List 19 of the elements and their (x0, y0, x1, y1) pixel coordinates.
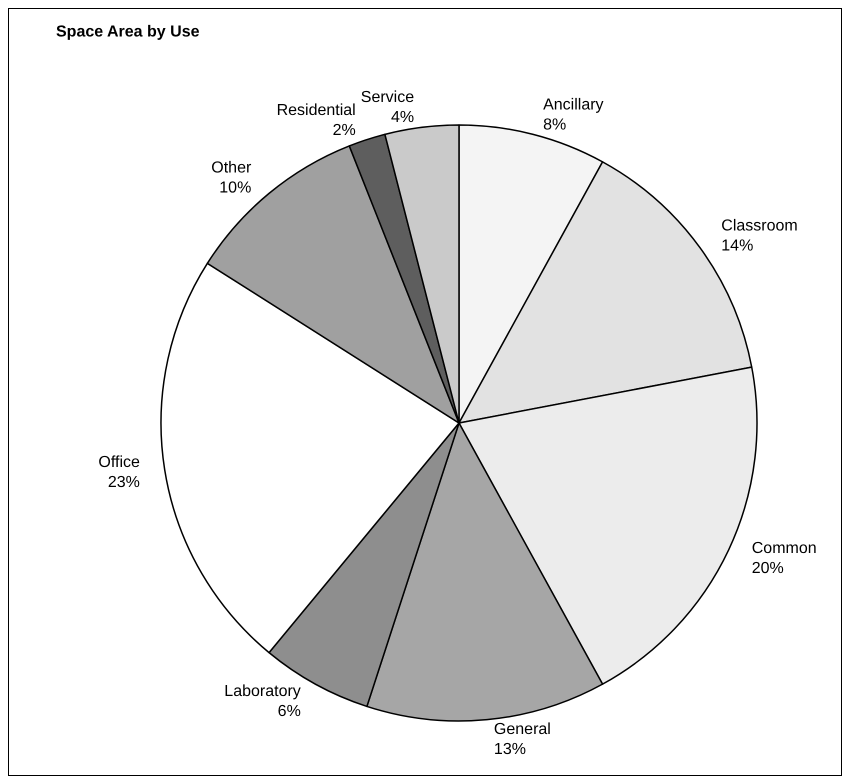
slice-label: Ancillary (543, 96, 604, 114)
slice-label: General (494, 721, 551, 738)
data-label: 20% (752, 560, 784, 577)
slice-label: Classroom (721, 218, 798, 235)
slice-label: Service (360, 89, 414, 106)
data-label: 2% (332, 122, 356, 140)
data-label: 10% (219, 179, 252, 196)
data-label: 13% (494, 741, 526, 758)
data-label: 6% (278, 703, 301, 720)
data-label: 23% (108, 474, 140, 492)
data-label: 8% (543, 116, 566, 134)
chart-title: Space Area by Use (56, 24, 200, 40)
slice-label: Other (211, 159, 252, 176)
slice-label: Residential (276, 102, 356, 120)
slice-label: Office (98, 454, 140, 472)
data-label: 14% (721, 238, 754, 255)
slice-label: Laboratory (224, 683, 301, 700)
data-label: 4% (391, 109, 414, 126)
slice-label: Common (752, 540, 817, 557)
